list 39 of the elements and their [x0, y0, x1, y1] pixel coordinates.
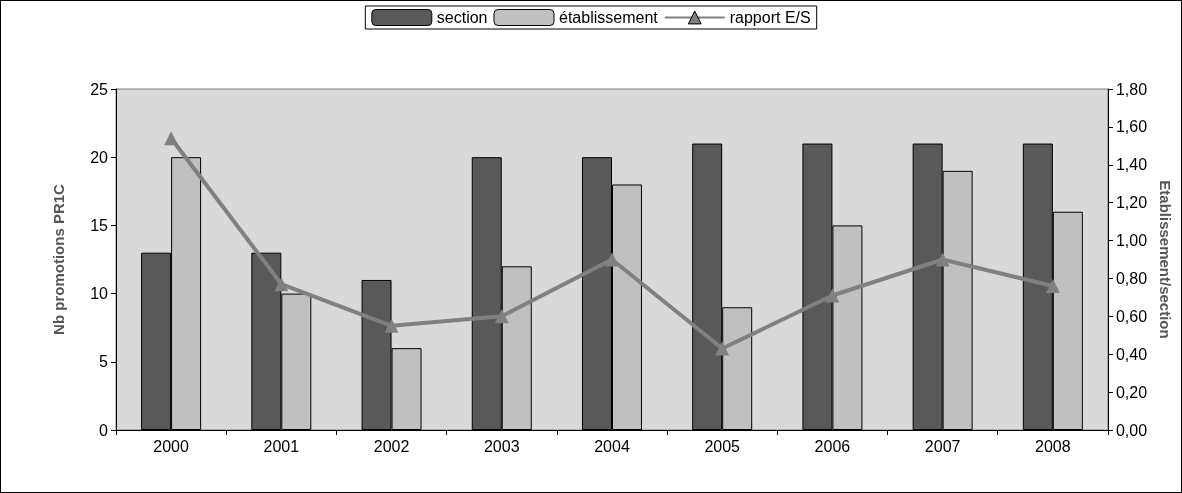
- point: [715, 341, 730, 356]
- y2-tick-label: 1,00: [1115, 232, 1148, 250]
- point: [1045, 279, 1060, 294]
- y2-tick-label: 0,40: [1115, 345, 1148, 363]
- y2-tick-label: 0,80: [1115, 269, 1148, 287]
- y-tick-label: 0: [99, 421, 109, 439]
- legend-label: section: [436, 9, 488, 26]
- point: [164, 131, 179, 146]
- x-tick-label: 2006: [814, 437, 851, 455]
- y2-tick-label: 0,20: [1115, 383, 1148, 401]
- y2-tick-label: 0,60: [1115, 307, 1148, 325]
- legend-label: rapport E/S: [729, 9, 811, 26]
- x-tick-label: 2000: [153, 437, 190, 455]
- x-tick-label: 2008: [1035, 437, 1071, 455]
- y2-tick-label: 1,20: [1115, 194, 1148, 212]
- y2-axis-title: Etablissement/section: [1157, 180, 1174, 339]
- y-tick-label: 25: [90, 80, 109, 98]
- point: [935, 252, 950, 267]
- x-tick-label: 2005: [704, 437, 741, 455]
- x-tick-label: 2007: [924, 437, 961, 455]
- point: [825, 288, 840, 303]
- point: [384, 318, 399, 333]
- x-tick-label: 2004: [594, 437, 630, 455]
- y-tick-label: 20: [90, 148, 109, 166]
- y2-tick-label: 1,80: [1115, 80, 1148, 98]
- y2-tick-label: 1,60: [1115, 118, 1148, 136]
- y-tick-label: 15: [90, 216, 109, 234]
- y2-tick-label: 0,00: [1115, 421, 1148, 439]
- legend-label: établissement: [559, 9, 659, 26]
- point: [494, 309, 509, 324]
- y-tick-label: 10: [90, 285, 109, 303]
- point: [604, 252, 619, 267]
- y2-tick-label: 1,40: [1115, 156, 1148, 174]
- x-tick-label: 2001: [263, 437, 300, 455]
- y-tick-label: 5: [99, 353, 109, 371]
- y-axis-title: Nb promotions PR1C: [50, 183, 67, 335]
- x-tick-label: 2003: [483, 437, 520, 455]
- x-tick-label: 2002: [373, 437, 410, 455]
- point: [274, 277, 289, 292]
